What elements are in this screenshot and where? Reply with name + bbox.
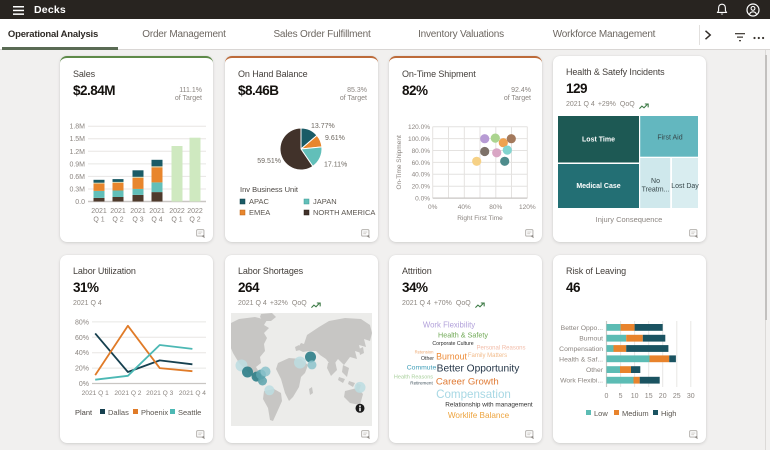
svg-text:Low: Low xyxy=(594,409,608,418)
svg-text:2021: 2021 xyxy=(110,208,126,215)
svg-text:Career Growth: Career Growth xyxy=(436,377,499,388)
svg-text:80%: 80% xyxy=(489,204,502,211)
svg-text:Q 2: Q 2 xyxy=(189,217,200,224)
svg-text:Corporate Culture: Corporate Culture xyxy=(432,341,473,347)
svg-text:Plant: Plant xyxy=(75,408,93,417)
svg-text:Work Flexibility: Work Flexibility xyxy=(423,321,475,330)
svg-text:0: 0 xyxy=(605,393,609,400)
svg-text:Burnout: Burnout xyxy=(579,336,603,343)
svg-text:2022: 2022 xyxy=(169,208,185,215)
svg-text:Dallas: Dallas xyxy=(108,408,129,417)
svg-text:Other: Other xyxy=(421,356,434,362)
svg-text:17.11%: 17.11% xyxy=(324,162,347,169)
svg-text:Treatm...: Treatm... xyxy=(642,187,670,194)
svg-text:2021: 2021 xyxy=(91,208,107,215)
svg-text:Q 2: Q 2 xyxy=(112,217,123,224)
svg-text:0.0: 0.0 xyxy=(75,199,85,206)
svg-text:20.0%: 20.0% xyxy=(412,184,431,191)
svg-text:80%: 80% xyxy=(75,319,89,326)
svg-text:APAC: APAC xyxy=(249,197,269,206)
svg-text:Lost Day: Lost Day xyxy=(671,183,699,190)
svg-text:1.8M: 1.8M xyxy=(69,124,85,131)
svg-text:Personal Reasons: Personal Reasons xyxy=(476,346,525,352)
svg-text:2021 Q 4: 2021 Q 4 xyxy=(179,390,206,397)
svg-text:Work Flexibi...: Work Flexibi... xyxy=(560,378,603,385)
svg-text:60%: 60% xyxy=(75,335,89,342)
svg-text:15: 15 xyxy=(645,393,653,400)
svg-text:Right First Time: Right First Time xyxy=(457,215,503,222)
svg-text:20: 20 xyxy=(659,393,667,400)
svg-text:0%: 0% xyxy=(428,204,438,211)
svg-text:Lost Time: Lost Time xyxy=(582,137,615,144)
svg-text:40%: 40% xyxy=(458,204,471,211)
svg-text:JAPAN: JAPAN xyxy=(313,197,337,206)
svg-text:60.0%: 60.0% xyxy=(412,160,431,167)
svg-text:0%: 0% xyxy=(79,381,89,388)
svg-text:120.0%: 120.0% xyxy=(408,124,430,131)
svg-text:Better Opportunity: Better Opportunity xyxy=(437,364,521,375)
svg-text:First Aid: First Aid xyxy=(657,135,682,142)
svg-text:80.0%: 80.0% xyxy=(412,148,431,155)
svg-text:Compensation: Compensation xyxy=(559,346,603,353)
svg-text:Q 1: Q 1 xyxy=(171,217,182,224)
svg-text:2021 Q 3: 2021 Q 3 xyxy=(146,390,173,397)
svg-text:1.5M: 1.5M xyxy=(69,136,85,143)
svg-text:9.61%: 9.61% xyxy=(325,135,345,142)
svg-text:40%: 40% xyxy=(75,350,89,357)
svg-text:Retension: Retension xyxy=(415,350,435,355)
svg-text:0.9M: 0.9M xyxy=(69,161,85,168)
svg-text:Retirement: Retirement xyxy=(410,381,433,386)
svg-text:NORTH AMERICA: NORTH AMERICA xyxy=(313,208,375,217)
svg-text:Health & Saf...: Health & Saf... xyxy=(559,356,603,363)
svg-text:120%: 120% xyxy=(519,204,536,211)
svg-text:2021: 2021 xyxy=(130,208,146,215)
svg-text:2021 Q 2: 2021 Q 2 xyxy=(114,390,141,397)
svg-text:Burnout: Burnout xyxy=(436,352,467,362)
svg-text:Medium: Medium xyxy=(622,409,649,418)
svg-text:EMEA: EMEA xyxy=(249,208,270,217)
svg-text:1.2M: 1.2M xyxy=(69,149,85,156)
svg-text:Q 1: Q 1 xyxy=(93,217,104,224)
svg-text:5: 5 xyxy=(619,393,623,400)
svg-text:Relationship with management: Relationship with management xyxy=(445,402,533,409)
svg-text:13.77%: 13.77% xyxy=(311,123,335,130)
svg-text:Family Matters: Family Matters xyxy=(468,353,507,359)
svg-text:Medical Case: Medical Case xyxy=(576,183,620,190)
svg-text:0.3M: 0.3M xyxy=(69,187,85,194)
svg-text:30: 30 xyxy=(687,393,695,400)
svg-text:Inv Business Unit: Inv Business Unit xyxy=(240,185,299,194)
svg-text:Seattle: Seattle xyxy=(178,408,201,417)
svg-text:2022: 2022 xyxy=(187,208,203,215)
svg-text:0.0%: 0.0% xyxy=(415,196,430,203)
svg-text:Injury Consequence: Injury Consequence xyxy=(596,215,663,224)
svg-text:Other: Other xyxy=(586,367,604,374)
svg-text:Phoenix: Phoenix xyxy=(141,408,168,417)
svg-text:2021: 2021 xyxy=(149,208,165,215)
svg-text:Q 3: Q 3 xyxy=(132,217,143,224)
svg-text:25: 25 xyxy=(673,393,681,400)
svg-text:0.6M: 0.6M xyxy=(69,174,85,181)
svg-text:Commute: Commute xyxy=(407,365,437,372)
svg-text:10: 10 xyxy=(631,393,639,400)
svg-text:Compensation: Compensation xyxy=(436,388,511,401)
svg-text:20%: 20% xyxy=(75,366,89,373)
svg-text:No: No xyxy=(651,178,660,185)
svg-text:2021 Q 1: 2021 Q 1 xyxy=(82,390,109,397)
svg-text:100.0%: 100.0% xyxy=(408,136,430,143)
svg-text:Q 4: Q 4 xyxy=(151,217,162,224)
svg-text:Health & Safety: Health & Safety xyxy=(438,331,488,340)
svg-text:Better Oppo...: Better Oppo... xyxy=(561,325,603,332)
svg-text:Health Reasons: Health Reasons xyxy=(394,375,433,381)
svg-text:Worklife Balance: Worklife Balance xyxy=(448,411,510,420)
svg-text:40.0%: 40.0% xyxy=(412,172,431,179)
svg-text:On-Time Shipment: On-Time Shipment xyxy=(396,135,403,189)
svg-text:59.51%: 59.51% xyxy=(257,158,281,165)
svg-text:High: High xyxy=(661,409,676,418)
